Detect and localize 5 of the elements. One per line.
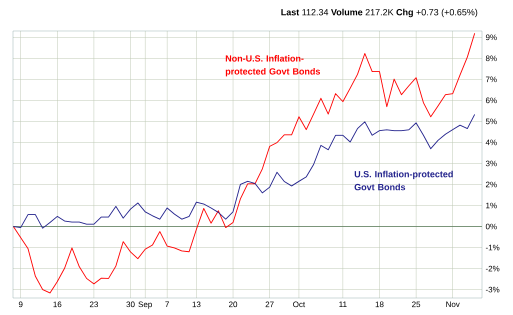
text: Non-U.S. Inflation-protected Govt Bonds (226, 55, 320, 76)
text: U.S. Inflation-protected Govt Bonds (354, 170, 453, 190)
line-series (12, 32, 476, 294)
text: Last 112.34 Volume 217.2K Chg +0.73 (+0.65%) (281, 8, 478, 18)
line-series (12, 114, 476, 229)
